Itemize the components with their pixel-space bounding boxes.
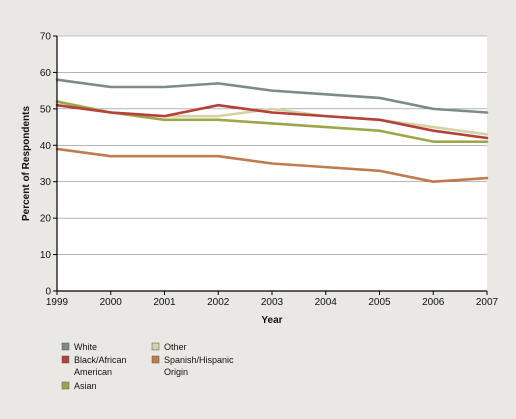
y-tick-label: 40 <box>40 141 52 152</box>
y-tick-label: 10 <box>40 250 52 261</box>
y-tick-label: 70 <box>40 32 52 43</box>
x-axis-title: Year <box>261 315 282 326</box>
x-tick-label: 2006 <box>422 297 445 308</box>
axes: 0 10 20 30 40 50 60 70 1999 2000 2001 2002 2003 2004 2… <box>40 32 499 309</box>
x-tick-label: 2003 <box>261 297 284 308</box>
legend-label: Other <box>164 342 187 352</box>
series-line-white <box>55 78 489 114</box>
series-line-black-african-american <box>55 103 489 140</box>
legend-swatch <box>151 355 160 364</box>
y-tick-label: 50 <box>40 104 52 115</box>
legend-item-other: Other <box>151 342 187 352</box>
legend-label: Asian <box>74 381 97 391</box>
x-tick-label: 2004 <box>315 297 338 308</box>
series-line-spanish-hispanic-origin <box>55 147 489 184</box>
y-tick-label: 30 <box>40 177 52 188</box>
x-tick-label: 2000 <box>100 297 123 308</box>
legend-label: Black/African American <box>74 355 127 377</box>
legend-label: White <box>74 342 97 352</box>
y-tick-label: 60 <box>40 68 52 79</box>
legend-item-white: White <box>61 342 97 352</box>
legend-label: Spanish/Hispanic Origin <box>164 355 234 377</box>
legend-swatch <box>61 355 70 364</box>
legend-item-spanish-hispanic-origin: Spanish/Hispanic Origin <box>151 355 234 377</box>
x-tick-label: 2005 <box>368 297 391 308</box>
y-tick-label: 20 <box>40 214 52 225</box>
series-lines <box>55 78 489 184</box>
x-tick-label: 2001 <box>153 297 176 308</box>
y-axis-title: Percent of Respondents <box>21 106 32 221</box>
legend: White Black/African American Asian Other Span… <box>61 342 234 391</box>
gridlines <box>57 35 487 255</box>
y-tick-label: 0 <box>45 287 51 298</box>
x-tick-label: 2007 <box>476 297 499 308</box>
legend-item-black-african-american: Black/African American <box>61 355 127 377</box>
x-tick-label: 1999 <box>46 297 69 308</box>
legend-swatch <box>61 342 70 351</box>
legend-swatch <box>61 381 70 390</box>
legend-item-asian: Asian <box>61 381 97 391</box>
legend-swatch <box>151 342 160 351</box>
x-tick-label: 2002 <box>207 297 230 308</box>
